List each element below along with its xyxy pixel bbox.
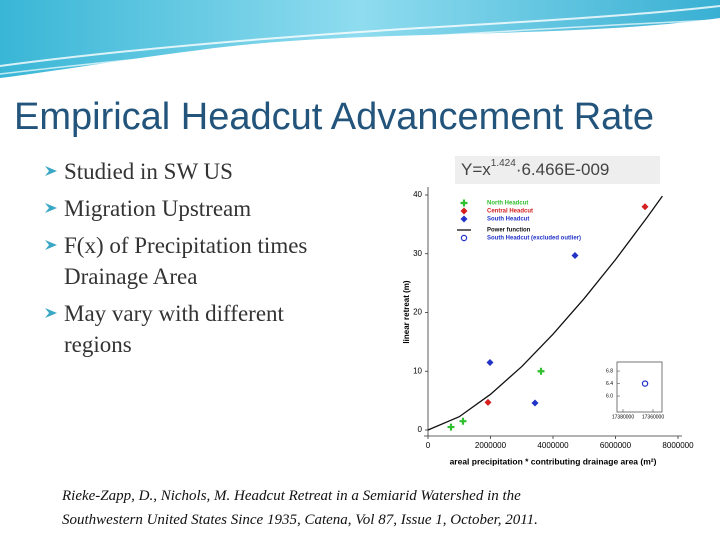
y-tick-label: 0 — [418, 425, 423, 434]
chart-background — [395, 182, 705, 472]
legend-label: North Headcut — [487, 201, 528, 207]
data-point — [531, 399, 539, 407]
bullet-item: May vary with different regions — [44, 298, 329, 360]
citation-line: Rieke-Zapp, D., Nichols, M. Headcut Retr… — [62, 488, 521, 504]
bullet-item: Studied in SW US — [44, 156, 329, 187]
legend-swatch — [460, 207, 468, 215]
inset-x-tick-label: 17380000 — [612, 414, 634, 420]
x-tick-label: 0 — [426, 441, 431, 450]
x-tick-label: 8000000 — [662, 441, 694, 450]
equation: Y=x1.424·6.466E-009 — [461, 158, 609, 180]
legend-swatch — [460, 234, 468, 242]
x-tick-label: 4000000 — [537, 441, 569, 450]
bullet-text: F(x) of Precipitation times Drainage Are… — [64, 233, 308, 289]
inset-x-tick-label: 17360000 — [642, 414, 664, 420]
citation: Rieke-Zapp, D., Nichols, M. Headcut Retr… — [62, 484, 538, 532]
data-point — [537, 367, 545, 375]
bullet-list: Studied in SW US Migration Upstream F(x)… — [44, 156, 329, 366]
legend-swatch — [460, 199, 468, 207]
data-point — [447, 423, 455, 431]
data-point — [571, 252, 579, 260]
y-tick-label: 30 — [413, 249, 422, 258]
legend-label: Power function — [487, 228, 531, 234]
equation-base: Y=x — [461, 160, 491, 179]
inset-y-tick-label: 6.0 — [606, 393, 613, 399]
citation-line: Southwestern United States Since 1935, C… — [62, 512, 538, 528]
equation-box — [455, 156, 660, 184]
bullet-arrow — [45, 308, 57, 318]
legend-label: South Headcut (excluded outlier) — [487, 236, 581, 242]
bullet-arrow — [45, 240, 57, 250]
data-point — [484, 398, 492, 406]
inset-box — [616, 361, 663, 413]
legend-label: South Headcut — [487, 217, 529, 223]
y-tick-label: 40 — [413, 190, 422, 199]
bullet-text: Studied in SW US — [64, 159, 233, 184]
bullet-text: May vary with different regions — [64, 301, 284, 357]
bullet-text: Migration Upstream — [64, 196, 252, 221]
bullet-arrow — [45, 166, 57, 176]
equation-factor: ·6.466E-009 — [516, 160, 610, 179]
inset-y-tick-label: 6.8 — [606, 368, 613, 374]
x-axis-label: areal precipitation * contributing drain… — [450, 456, 657, 466]
data-point — [486, 358, 494, 366]
y-axis-label: linear retreat (m) — [402, 280, 411, 343]
data-point — [641, 203, 649, 211]
x-tick-label: 6000000 — [600, 441, 632, 450]
x-tick-label: 2000000 — [475, 441, 507, 450]
equation-exponent: 1.424 — [491, 158, 516, 169]
chart: Y=x1.424·6.466E-009 linear retreat (m) a… — [395, 156, 705, 472]
slide-title: Empirical Headcut Advancement Rate — [14, 96, 654, 138]
legend-label: Central Headcut — [487, 209, 533, 215]
data-point — [459, 417, 467, 425]
power-curve — [427, 195, 663, 431]
bullet-arrow — [45, 203, 57, 213]
bullet-item: Migration Upstream — [44, 193, 329, 224]
y-tick-label: 20 — [413, 308, 422, 317]
legend-swatch — [460, 215, 468, 223]
data-point — [641, 380, 649, 387]
header-wave — [0, 0, 720, 78]
inset-y-tick-label: 6.4 — [606, 381, 613, 387]
bullet-item: F(x) of Precipitation times Drainage Are… — [44, 230, 329, 292]
y-tick-label: 10 — [413, 366, 422, 375]
